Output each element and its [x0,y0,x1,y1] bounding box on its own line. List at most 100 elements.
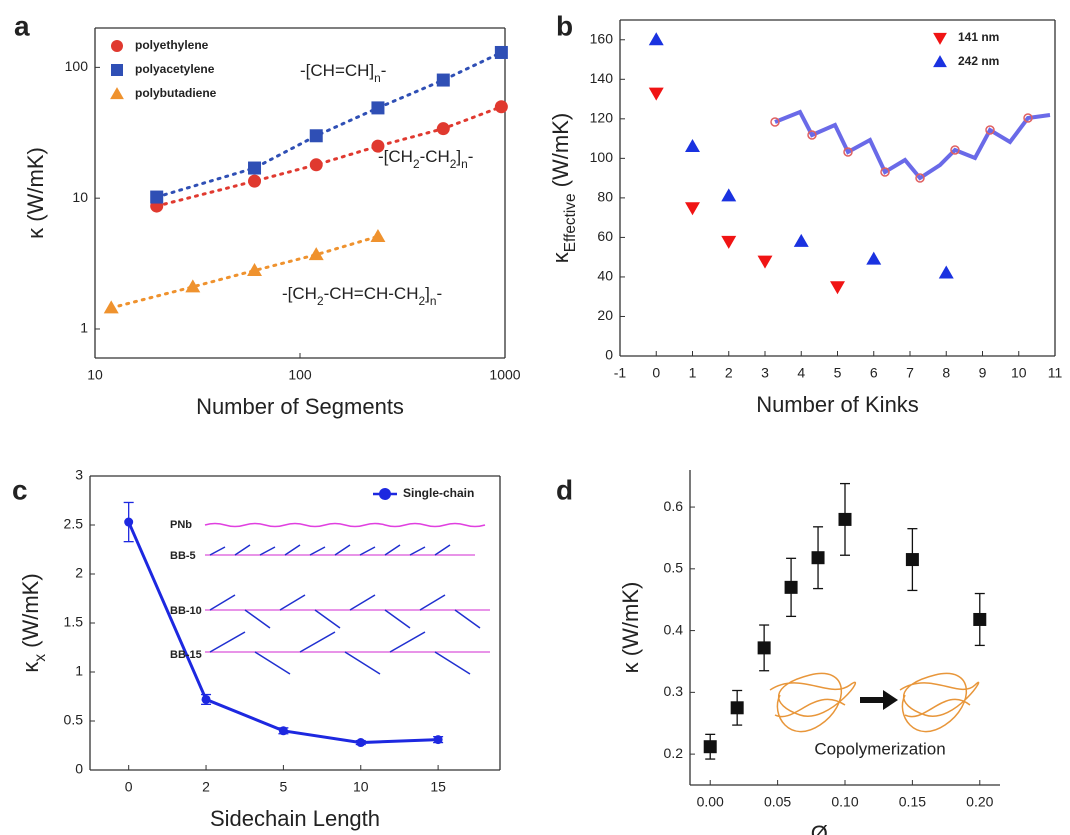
marker [685,139,700,153]
polymer-inset [769,672,980,733]
legend-label: 141 nm [958,30,999,44]
marker [730,701,744,715]
text-part: ] [425,284,430,303]
y-tick-label: 3 [75,467,83,483]
text-part: Effective [562,193,579,252]
y-axis-label: κ (W/mK) [23,147,48,239]
legend-marker [933,32,947,45]
marker [103,300,119,314]
panel-label: c [12,474,28,505]
legend-label: polyethylene [135,38,209,52]
x-tick-label: -1 [614,365,627,381]
annotation: BB-5 [170,550,196,562]
text-part: 2 [413,157,420,171]
legend-label: polybutadiene [135,86,217,100]
text-part: 2 [450,157,457,171]
sidechains [209,544,481,675]
annotation: BB-10 [170,605,202,617]
polymer-blob [769,672,857,733]
y-axis-label: κEffective (W/mK) [548,113,579,263]
x-tick-label: 7 [906,365,914,381]
text-part: κ [18,661,43,673]
y-tick-label: 120 [590,110,614,126]
y-tick-label: 0.6 [664,498,684,514]
marker [124,517,134,527]
marker [248,161,262,175]
y-tick-label: 20 [597,307,613,323]
legend-marker [111,40,123,52]
y-tick-label: 0.3 [664,683,684,699]
y-tick-label: 160 [590,30,614,46]
marker [370,228,386,242]
legend-marker [111,64,123,76]
x-tick-label: 0.10 [831,794,858,810]
x-tick-label: 10 [1011,365,1027,381]
text-part: -[CH [378,147,413,166]
legend-label: Single-chain [403,486,474,500]
panel-label: d [556,474,573,505]
x-tick-label: 15 [430,779,446,795]
copolymer-blob [899,672,980,733]
y-tick-label: 0.5 [64,712,84,728]
text-part: (W/mK) [18,573,43,654]
x-tick-label: 2 [725,365,733,381]
y-tick-label: 140 [590,70,614,86]
text-part: 2 [419,294,426,308]
annotation: Copolymerization [814,739,945,758]
marker [905,553,919,567]
y-tick-label: 0 [605,347,613,363]
marker [308,247,324,261]
x-tick-label: 0 [125,779,133,795]
marker [784,580,798,594]
backbones [205,554,490,653]
y-tick-label: 10 [72,189,88,205]
marker [721,188,737,202]
annotation: -[CH2-CH=CH-CH2]n- [282,284,442,308]
text-part: -[CH=CH] [300,61,374,80]
marker [938,265,954,279]
text-part: ] [456,147,461,166]
x-tick-label: 1000 [489,367,520,383]
legend-marker [933,55,947,68]
x-tick-label: 9 [979,365,987,381]
text-part: κ [548,251,573,263]
x-tick-label: 8 [942,365,950,381]
x-axis-label: Number of Segments [196,394,404,419]
x-tick-label: 11 [1048,365,1063,381]
marker [685,202,700,216]
marker [436,73,450,87]
y-tick-label: 0.4 [664,621,684,637]
arrow-head [883,690,898,710]
marker [309,158,323,172]
y-tick-label: 0 [75,761,83,777]
molecule-inset [770,109,1051,183]
annotation: PNb [170,519,192,531]
marker [757,641,771,655]
trendline [109,234,380,310]
marker [866,251,882,265]
y-tick-label: 1 [80,320,88,336]
x-axis-label: Sidechain Length [210,806,380,831]
legend-label: 242 nm [958,54,999,68]
text-part: - [468,147,474,166]
x-axis-label: Number of Kinks [756,392,919,417]
y-tick-label: 40 [597,268,613,284]
x-tick-label: 5 [279,779,287,795]
y-tick-label: 0.2 [664,745,684,761]
text-part: (W/mK) [548,113,573,194]
x-tick-label: 2 [202,779,210,795]
y-tick-label: 1 [75,663,83,679]
text-part: n [461,157,468,171]
x-tick-label: 3 [761,365,769,381]
text-part: 2 [317,294,324,308]
y-tick-label: 2.5 [64,516,84,532]
y-tick-label: 100 [590,149,614,165]
x-axis-label: Ø4NADA [811,821,880,835]
marker [371,139,385,153]
marker [278,726,288,736]
text-part: -CH [420,147,450,166]
marker [248,174,262,188]
marker [436,122,450,136]
molecule-atoms [770,113,1033,183]
